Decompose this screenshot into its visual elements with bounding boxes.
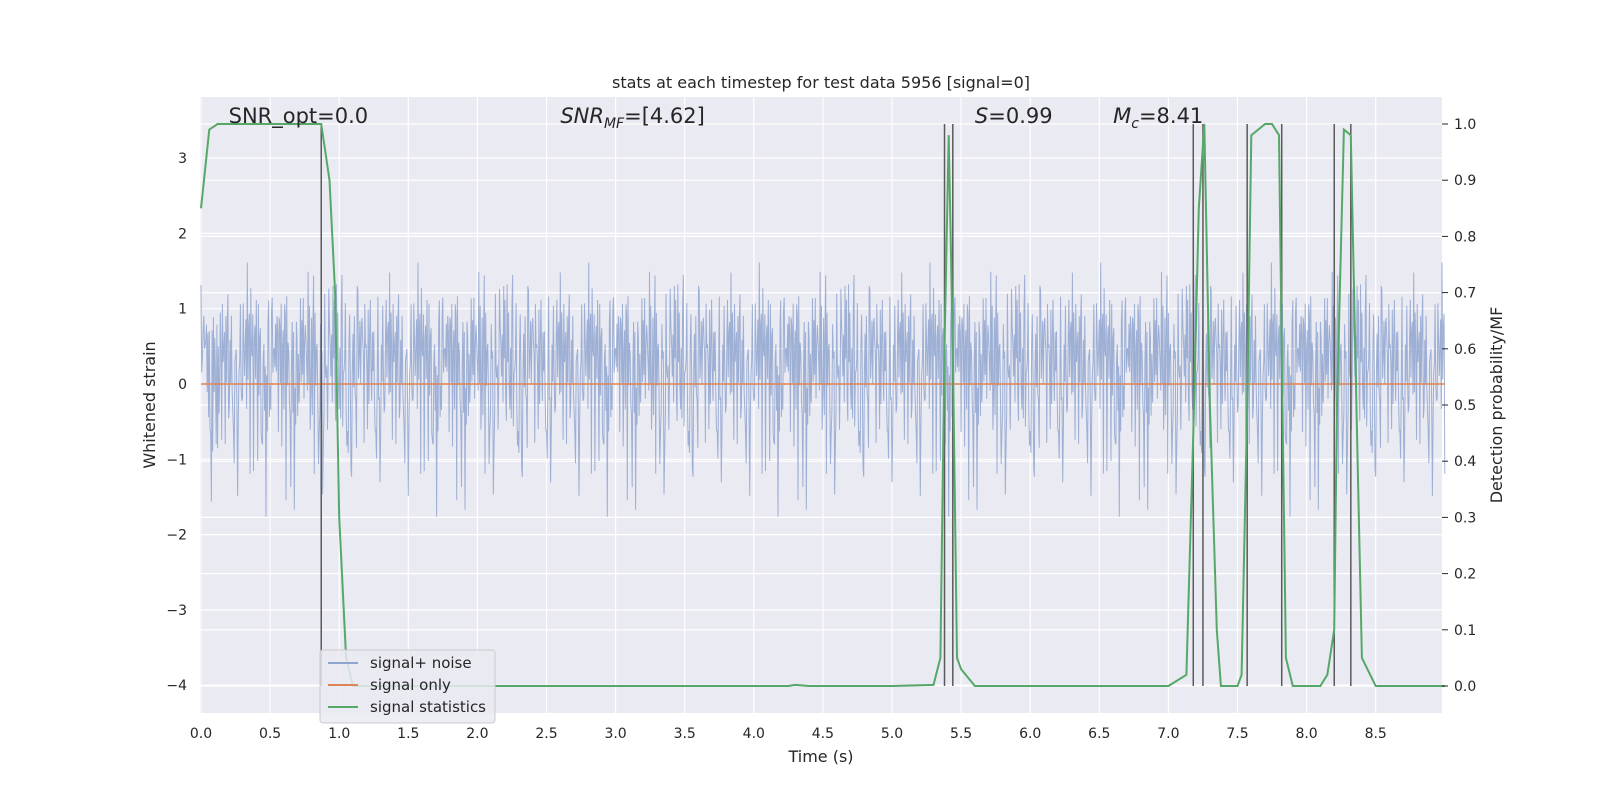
x-tick-label: 7.0 <box>1157 726 1179 742</box>
y-right-tick-label: 0.9 <box>1454 173 1476 189</box>
x-tick-label: 4.0 <box>743 726 765 742</box>
legend-label-signal-only: signal only <box>370 676 451 694</box>
y-right-tick-label: 0.4 <box>1454 454 1476 470</box>
x-tick-label: 0.5 <box>259 726 281 742</box>
x-tick-label: 6.0 <box>1019 726 1041 742</box>
y-left-tick-label: −3 <box>166 603 187 619</box>
x-tick-label: 4.5 <box>812 726 834 742</box>
x-tick-label: 0.0 <box>190 726 212 742</box>
legend-label-signal-noise: signal+ noise <box>370 654 472 672</box>
y-right-tick-label: 1.0 <box>1454 117 1476 133</box>
y-left-tick-label: −4 <box>166 678 187 694</box>
annotation-2: S=0.99 <box>975 104 1053 128</box>
y-left-tick-label: −1 <box>166 452 187 468</box>
x-tick-label: 6.5 <box>1088 726 1110 742</box>
annotation-1: SNRMF=[4.62] <box>560 104 705 132</box>
x-tick-label: 2.0 <box>466 726 488 742</box>
x-tick-label: 5.5 <box>950 726 972 742</box>
annotation-3: Mc=8.41 <box>1113 104 1203 132</box>
x-tick-label: 3.0 <box>604 726 626 742</box>
x-tick-label: 3.5 <box>674 726 696 742</box>
y-right-tick-label: 0.0 <box>1454 679 1476 695</box>
y-right-tick-label: 0.5 <box>1454 398 1476 414</box>
x-tick-label: 8.0 <box>1295 726 1317 742</box>
y-right-tick-label: 0.8 <box>1454 229 1476 245</box>
legend: signal+ noise signal only signal statist… <box>319 649 496 724</box>
legend-box <box>319 649 496 724</box>
y-right-tick-label: 0.3 <box>1454 510 1476 526</box>
signal-statistics-series <box>200 123 1445 687</box>
x-tick-label: 8.5 <box>1365 726 1387 742</box>
y-left-axis-ticks: 3 2 1 0 −1 −2 −3 −4 <box>166 151 187 694</box>
y-left-tick-label: 1 <box>178 302 187 318</box>
y-right-tick-label: 0.6 <box>1454 342 1476 358</box>
y-right-axis-ticks: 1.0 0.9 0.8 0.7 0.6 0.5 0.4 0.3 0.2 0.1 0.0 <box>1442 117 1476 695</box>
y-left-tick-label: 3 <box>178 151 187 167</box>
y-right-axis-label: Detection probability/MF <box>1487 307 1506 504</box>
y-left-tick-label: −2 <box>166 528 187 544</box>
y-right-tick-label: 0.2 <box>1454 567 1476 583</box>
x-axis-label: Time (s) <box>787 747 853 766</box>
signal-noise-line <box>200 262 1446 517</box>
annotations: SNR_opt=0.0 SNRMF=[4.62] S=0.99 Mc=8.41 <box>229 104 1204 132</box>
signal-statistics-line <box>200 123 1445 687</box>
x-tick-label: 1.5 <box>397 726 419 742</box>
x-tick-label: 2.5 <box>535 726 557 742</box>
chart-title: stats at each timestep for test data 595… <box>612 73 1030 92</box>
x-tick-label: 5.0 <box>881 726 903 742</box>
legend-label-signal-statistics: signal statistics <box>370 698 486 716</box>
x-tick-label: 7.5 <box>1226 726 1248 742</box>
y-left-axis-label: Whitened strain <box>140 341 159 468</box>
y-left-tick-label: 0 <box>178 377 187 393</box>
x-axis-ticks: 0.0 0.5 1.0 1.5 2.0 2.5 3.0 3.5 4.0 4.5 5.0 5.5 6.0 6… <box>190 726 1387 742</box>
signal-noise-series <box>200 262 1446 517</box>
x-tick-label: 1.0 <box>328 726 350 742</box>
annotation-0: SNR_opt=0.0 <box>229 104 369 129</box>
y-left-tick-label: 2 <box>178 226 187 242</box>
y-right-tick-label: 0.1 <box>1454 623 1476 639</box>
y-right-tick-label: 0.7 <box>1454 286 1476 302</box>
